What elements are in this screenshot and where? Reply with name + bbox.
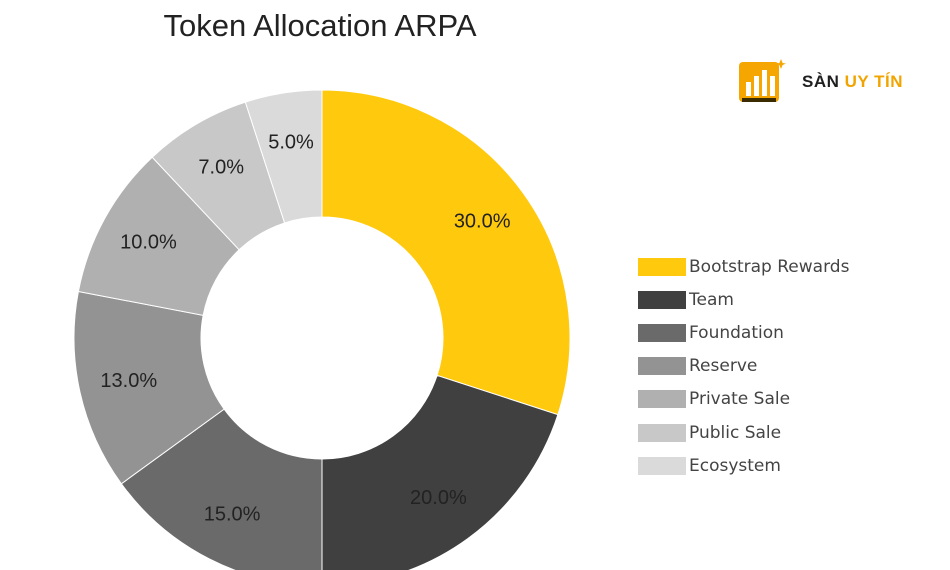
brand-word-2: UY TÍN [844, 72, 904, 91]
legend-swatch [638, 423, 686, 442]
slice-label-foundation: 15.0% [204, 503, 261, 525]
slice-ecosystem [244, 89, 323, 224]
legend-item-bootstrap-rewards: Bootstrap Rewards [638, 250, 849, 283]
legend-label: Private Sale [689, 389, 791, 410]
slice-label-reserve: 13.0% [100, 370, 157, 392]
brand-logo: SÀN UY TÍN [738, 56, 918, 106]
donut-slices [73, 89, 571, 570]
legend-label: Bootstrap Rewards [689, 256, 850, 277]
legend-item-reserve: Reserve [638, 350, 849, 383]
legend-swatch [638, 390, 686, 409]
slice-label-team: 20.0% [410, 487, 467, 509]
chart-legend: Bootstrap Rewards Team Foundation Reserve Pr… [638, 250, 849, 482]
slice-label-bootstrap-rewards: 30.0% [454, 211, 511, 233]
legend-swatch [638, 456, 686, 475]
bar-chart-logo-icon [739, 59, 786, 102]
brand-word-1: SÀN [802, 72, 840, 91]
legend-label: Public Sale [689, 422, 782, 443]
legend-label: Team [689, 289, 734, 310]
legend-item-foundation: Foundation [638, 316, 849, 349]
legend-label: Reserve [689, 356, 758, 377]
slice-reserve [73, 290, 225, 485]
slice-label-ecosystem: 5.0% [268, 131, 314, 153]
donut-chart: 30.0% 20.0% 15.0% 13.0% 10.0% 7.0% 5.0% [73, 89, 571, 570]
legend-swatch [638, 323, 686, 342]
slice-team [321, 374, 559, 570]
legend-item-team: Team [638, 283, 849, 316]
legend-item-private-sale: Private Sale [638, 383, 849, 416]
slice-label-public-sale: 7.0% [198, 157, 244, 179]
chart-title: Token Allocation ARPA [163, 8, 477, 43]
legend-swatch [638, 357, 686, 376]
legend-swatch [638, 290, 686, 309]
slice-bootstrap-rewards [321, 89, 571, 416]
brand-name: SÀN UY TÍN [802, 72, 903, 92]
slice-foundation [120, 408, 323, 570]
legend-label: Foundation [689, 322, 784, 343]
legend-label: Ecosystem [689, 455, 781, 476]
legend-swatch [638, 257, 686, 276]
legend-item-public-sale: Public Sale [638, 416, 849, 449]
legend-item-ecosystem: Ecosystem [638, 449, 849, 482]
slice-label-private-sale: 10.0% [120, 232, 177, 254]
donut-labels: 30.0% 20.0% 15.0% 13.0% 10.0% 7.0% 5.0% [100, 131, 510, 525]
